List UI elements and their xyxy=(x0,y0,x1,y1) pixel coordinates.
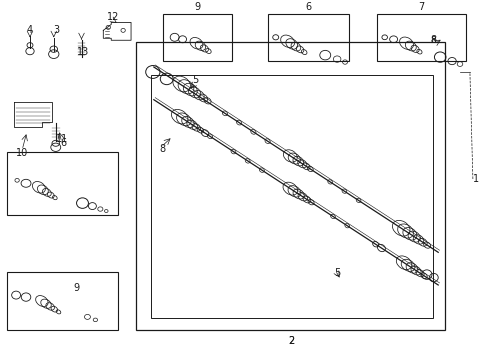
Bar xyxy=(136,42,444,330)
Text: 4: 4 xyxy=(27,25,33,35)
Text: 2: 2 xyxy=(288,337,294,346)
Bar xyxy=(151,75,432,318)
Bar xyxy=(267,14,348,61)
Bar xyxy=(7,272,118,330)
Text: 11: 11 xyxy=(56,134,68,144)
Bar xyxy=(376,14,465,61)
Text: 7: 7 xyxy=(417,1,424,12)
Text: 9: 9 xyxy=(194,1,200,12)
Text: 1: 1 xyxy=(472,174,478,184)
Text: 12: 12 xyxy=(107,13,119,22)
Text: 10: 10 xyxy=(16,148,28,158)
Text: 8: 8 xyxy=(429,36,435,45)
Text: 6: 6 xyxy=(61,138,66,148)
Bar xyxy=(7,152,118,215)
Text: 8: 8 xyxy=(160,144,165,154)
Text: 13: 13 xyxy=(77,47,89,57)
Text: 6: 6 xyxy=(305,1,311,12)
Text: 8: 8 xyxy=(429,35,435,45)
Bar xyxy=(163,14,232,61)
Text: 3: 3 xyxy=(54,25,60,35)
Text: 2: 2 xyxy=(288,337,294,346)
Text: 5: 5 xyxy=(333,268,340,278)
Text: 5: 5 xyxy=(192,75,198,85)
Text: 9: 9 xyxy=(73,283,80,293)
